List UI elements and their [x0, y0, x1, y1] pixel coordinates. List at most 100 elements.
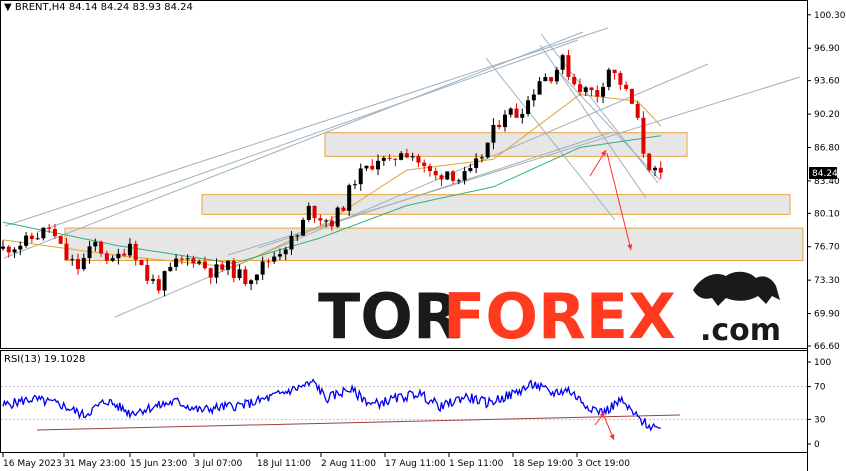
candle-body: [491, 124, 496, 143]
collapse-triangle-icon[interactable]: ▼: [4, 2, 12, 13]
candle-body: [554, 69, 559, 82]
candle-body: [191, 258, 196, 264]
candle-body: [601, 86, 606, 97]
rsi-header: RSI(13) 19.1028: [4, 354, 86, 365]
candle-body: [456, 180, 461, 182]
candle-body: [220, 264, 225, 270]
candle-body: [531, 94, 536, 101]
candle-body: [427, 166, 432, 172]
price-tick-label: 76.70: [814, 243, 840, 253]
candle-body: [185, 258, 190, 260]
candle-body: [104, 253, 109, 261]
channel-line: [114, 63, 709, 318]
candle-body: [58, 236, 63, 244]
current-price-tag: 84.24: [809, 167, 838, 179]
candle-body: [18, 245, 23, 250]
candle-body: [612, 69, 617, 74]
candle-body: [70, 259, 75, 261]
price-candles: [1, 50, 663, 297]
candle-body: [474, 158, 479, 168]
candle-body: [208, 268, 213, 278]
price-tick-label: 66.60: [814, 342, 840, 352]
candle-body: [99, 241, 104, 254]
candle-body: [549, 77, 554, 82]
candle-body: [179, 258, 184, 260]
channel-line: [257, 131, 613, 249]
candle-body: [254, 274, 259, 281]
bull-icon: [693, 271, 780, 306]
decline-arrow-head: [627, 244, 633, 250]
candle-body: [318, 218, 323, 221]
slow-ma-line: [2, 135, 661, 264]
candle-body: [347, 185, 352, 211]
channel-line: [540, 33, 659, 184]
rsi-tick-label: 100: [814, 358, 831, 368]
candle-body: [6, 246, 11, 253]
candle-body: [606, 69, 611, 87]
candle-body: [462, 171, 467, 181]
candle-body: [526, 100, 531, 114]
candle-body: [589, 87, 594, 91]
time-tick-label: 15 Jun 23:00: [130, 459, 187, 469]
candle-body: [393, 158, 398, 160]
candle-body: [514, 108, 519, 118]
candle-body: [618, 73, 623, 85]
symbol-label: BRENT,H4: [14, 2, 66, 13]
candle-body: [451, 171, 456, 181]
candle-body: [41, 227, 46, 239]
candle-body: [433, 171, 438, 176]
candle-body: [249, 280, 254, 285]
candle-body: [376, 160, 381, 170]
candle-body: [76, 259, 81, 270]
candle-body: [226, 260, 231, 270]
time-tick-label: 31 May 23:00: [64, 459, 126, 469]
time-tick-label: 18 Jul 11:00: [257, 459, 311, 469]
candle-body: [243, 269, 248, 285]
channel-line: [227, 76, 801, 256]
candle-body: [577, 84, 582, 92]
candle-body: [266, 261, 271, 263]
candle-body: [29, 235, 34, 240]
candle-body: [485, 142, 490, 158]
candle-body: [652, 167, 657, 171]
time-tick-label: 16 May 2023: [3, 459, 62, 469]
candle-body: [508, 108, 513, 115]
candle-body: [468, 167, 473, 172]
candle-body: [595, 90, 600, 97]
current-price-label: 84.24: [812, 169, 838, 179]
candle-body: [370, 165, 375, 170]
time-tick-label: 2 Aug 11:00: [321, 459, 376, 469]
candle-body: [277, 254, 282, 257]
candle-body: [202, 261, 207, 269]
candle-body: [81, 258, 86, 270]
chart-header: ▼ BRENT,H4 84.14 84.24 83.93 84.24: [4, 2, 193, 13]
candle-body: [122, 253, 127, 256]
candle-body: [162, 271, 167, 291]
channel-line: [3, 31, 584, 259]
candle-body: [52, 228, 57, 237]
candle-body: [47, 227, 52, 229]
candle-body: [583, 87, 588, 92]
candle-body: [24, 235, 29, 246]
price-tick-label: 80.10: [814, 209, 840, 219]
candle-body: [624, 84, 629, 89]
candle-body: [422, 162, 427, 167]
trend-channel-lines: [3, 27, 801, 318]
candle-body: [214, 264, 219, 278]
candle-body: [399, 153, 404, 160]
candle-body: [479, 157, 484, 159]
main-pane-frame: [0, 0, 808, 349]
candle-body: [231, 260, 236, 279]
candle-body: [116, 253, 121, 259]
candle-body: [145, 264, 150, 281]
candle-body: [93, 241, 98, 247]
candle-body: [133, 243, 138, 260]
decline-arrow: [606, 152, 632, 251]
candle-body: [560, 55, 565, 70]
candle-body: [306, 205, 311, 220]
candle-body: [312, 205, 317, 219]
price-tick-label: 93.60: [814, 77, 840, 87]
candle-body: [341, 207, 346, 211]
candle-body: [445, 171, 450, 180]
